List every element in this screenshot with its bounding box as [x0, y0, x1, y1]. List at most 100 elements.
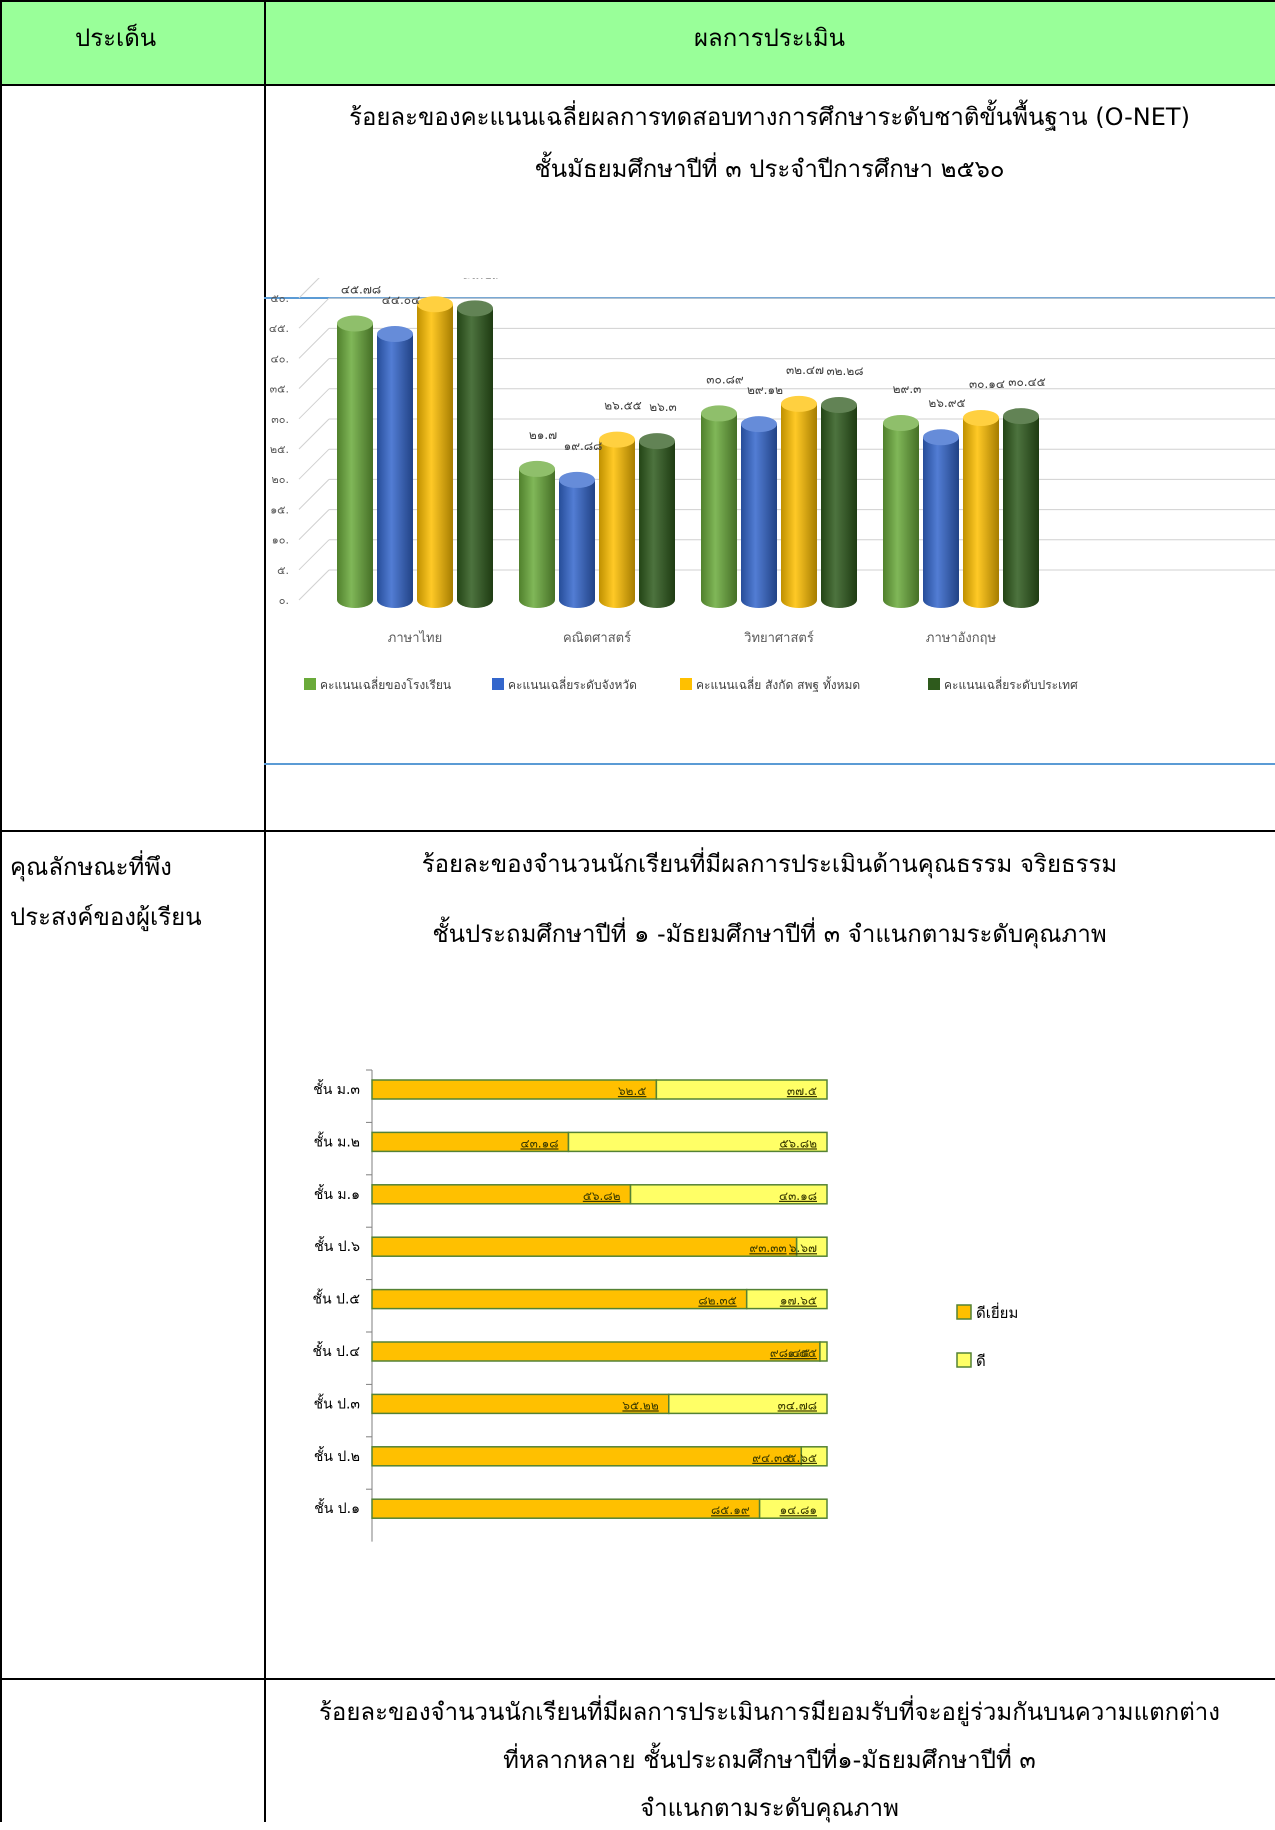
- onet-bar-top: [963, 409, 999, 426]
- onet-gridline-depth: [298, 328, 330, 359]
- moral-category-label: ชั้น ป.๑: [314, 1498, 360, 1517]
- moral-data-label: ๑๗.๖๕: [780, 1294, 817, 1308]
- onet-data-label: ๒๙.๓: [893, 382, 922, 396]
- onet-data-label: ๒๙.๑๒: [747, 383, 783, 397]
- onet-data-label: ๓๐.๑๔: [969, 377, 1005, 391]
- onet-gridline-depth: [298, 388, 330, 420]
- moral-data-label: ๙๘.๔๕: [770, 1346, 810, 1360]
- onet-ytick-label: ๐.: [279, 594, 289, 607]
- onet-title-line1: ร้อยละของคะแนนเฉลี่ยผลการทดสอบทางการศึกษ…: [349, 103, 1190, 131]
- moral-category-label: ชั้น ป.๓: [314, 1393, 360, 1412]
- onet-bar-top: [821, 397, 857, 414]
- onet-bar: [741, 424, 777, 608]
- table-divider-row2: [0, 1678, 1275, 1680]
- onet-bar-top: [599, 431, 635, 448]
- onet-bar-top: [781, 395, 817, 412]
- moral-data-label: ๓๗.๕: [787, 1084, 817, 1098]
- onet-data-label: ๓๐.๘๙: [706, 372, 744, 386]
- onet-ytick-label: ๑๕.: [270, 503, 289, 516]
- onet-ytick-label: ๔๐.: [270, 352, 289, 365]
- onet-category-label: วิทยาศาสตร์: [743, 630, 813, 646]
- onet-legend-swatch: [304, 678, 316, 690]
- moral-data-label: ๙๓.๓๓: [749, 1241, 786, 1255]
- moral-bar-segment: [629, 1184, 828, 1205]
- onet-bar: [923, 437, 959, 608]
- onet-ytick-label: ๑๐.: [272, 534, 289, 547]
- moral-category-label: ชั้น ม.๑: [314, 1184, 360, 1203]
- onet-ytick-label: ๔๕.: [269, 322, 289, 335]
- table-divider-row1: [0, 830, 1275, 832]
- moral-legend-swatch: [956, 1352, 972, 1368]
- onet-legend-swatch: [680, 678, 692, 690]
- onet-legend-label: คะแนนเฉลี่ยระดับประเทศ: [944, 676, 1078, 692]
- onet-bar: [457, 308, 493, 608]
- row-label-line2: ประสงค์ของผู้เรียน: [10, 903, 202, 931]
- onet-gridline-depth: [298, 278, 320, 299]
- onet-gridline-depth: [298, 479, 330, 510]
- onet-category-label: คณิตศาสตร์: [563, 630, 631, 646]
- onet-bar: [821, 405, 857, 608]
- onet-gridline-depth: [298, 539, 330, 571]
- moral-category-label: ชั้น ป.๔: [313, 1341, 360, 1360]
- moral-data-label: ๖.๖๗: [789, 1241, 817, 1255]
- onet-gridline-depth: [298, 297, 330, 329]
- moral-bar-segment: [800, 1446, 828, 1467]
- moral-bar-segment: [567, 1131, 828, 1153]
- onet-bar-top: [923, 429, 959, 446]
- onet-ytick-label: ๕๐.: [270, 292, 289, 305]
- moral-legend-swatch: [956, 1304, 972, 1320]
- onet-title-line2: ชั้นมัธยมศึกษาปีที่ ๓ ประจำปีการศึกษา ๒๕…: [534, 155, 1005, 183]
- moral-bar-segment: [371, 1288, 748, 1310]
- onet-bar: [781, 403, 817, 608]
- onet-bar-top: [457, 300, 493, 317]
- onet-bar-top: [741, 416, 777, 433]
- table-border-top: [0, 0, 1275, 2]
- onet-data-label: ๒๖.๓: [649, 400, 677, 414]
- moral-bar-segment: [668, 1393, 828, 1415]
- onet-ytick-label: ๕.: [277, 564, 289, 577]
- diversity-title-line2: ที่หลากหลาย ชั้นประถมศึกษาปีที่๑-มัธยมศึ…: [503, 1746, 1036, 1774]
- moral-bar-segment: [371, 1446, 803, 1467]
- onet-bar-top: [883, 415, 919, 432]
- moral-data-label: ๓๔.๗๘: [778, 1398, 817, 1412]
- onet-ytick-label: ๓๕.: [270, 383, 289, 396]
- onet-bar: [1003, 416, 1039, 608]
- onet-bar: [519, 468, 555, 608]
- onet-bar-top: [337, 315, 373, 332]
- onet-bar-top: [1003, 408, 1039, 425]
- onet-bar: [377, 333, 413, 608]
- onet-gridline-depth: [298, 418, 330, 450]
- table-divider-header: [0, 84, 1275, 86]
- onet-bar: [599, 439, 635, 608]
- moral-data-label: ๑๔.๘๑: [780, 1503, 817, 1517]
- onet-gridline-depth: [298, 509, 330, 540]
- onet-gridline-depth: [298, 569, 330, 601]
- onet-data-label: ๓๒.๒๘: [826, 364, 863, 378]
- onet-bar: [639, 441, 675, 608]
- onet-legend-swatch: [928, 678, 940, 690]
- table-header-background: [0, 0, 1275, 84]
- moral-category-label: ชั้น ม.๓: [313, 1079, 360, 1098]
- moral-data-label: ๕๖.๘๒: [779, 1136, 817, 1150]
- onet-gridline-depth: [298, 448, 330, 480]
- onet-bar-top: [519, 460, 555, 477]
- moral-legend-label: ดี: [976, 1352, 986, 1370]
- moral-chart: ชั้น ม.๓ชั้น ม.๒ชั้น ม.๑ชั้น ป.๖ชั้น ป.๕…: [313, 1069, 1018, 1542]
- row-label-line1: คุณลักษณะที่พึง: [10, 853, 172, 881]
- moral-bar-segment: [371, 1498, 761, 1519]
- onet-data-label: ๒๑.๗: [529, 428, 557, 442]
- onet-bar-top: [377, 325, 413, 342]
- moral-data-label: ๕.๖๕: [787, 1451, 817, 1465]
- onet-data-label: ๔๘.๒๙: [462, 278, 501, 281]
- moral-data-label: ๔๓.๑๘: [520, 1136, 558, 1150]
- onet-data-label: ๒๖.๕๕: [604, 399, 642, 413]
- onet-ytick-label: ๒๐.: [272, 473, 289, 486]
- onet-bar: [417, 304, 453, 608]
- diversity-title-line1: ร้อยละของจำนวนนักเรียนที่มีผลการประเมินก…: [319, 1698, 1220, 1726]
- moral-data-label: ๙๔.๓๕: [752, 1451, 791, 1465]
- onet-ytick-label: ๒๕.: [270, 443, 289, 456]
- onet-bar-top: [639, 433, 675, 450]
- moral-data-label: ๑.๕๕: [787, 1346, 817, 1360]
- onet-data-label: ๒๖.๙๕: [928, 396, 965, 410]
- onet-data-label: ๑๙.๘๘: [564, 439, 603, 453]
